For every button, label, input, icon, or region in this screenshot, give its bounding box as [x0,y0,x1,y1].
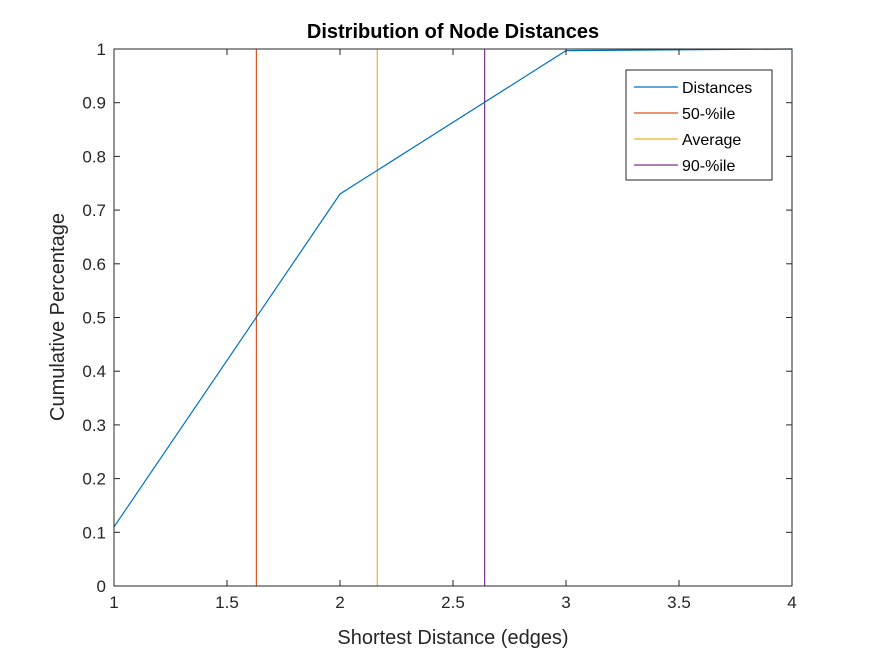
y-tick-label: 0.8 [82,147,106,166]
x-axis-ticks: 1 1.5 2 2.5 3 3.5 4 [109,49,797,612]
y-tick-label: 0 [97,577,106,596]
y-tick-label: 0.5 [82,309,106,328]
y-tick-label: 0.3 [82,416,106,435]
y-tick-label: 0.4 [82,362,106,381]
x-tick-label: 1.5 [215,593,239,612]
legend-label-3: Average [682,132,741,149]
y-tick-label: 0.9 [82,94,106,113]
x-tick-label: 3.5 [667,593,691,612]
legend-label-4: 90-%ile [682,158,735,175]
x-tick-label: 3 [561,593,570,612]
legend-label-2: 50-%ile [682,106,735,123]
y-axis-label: Cumulative Percentage [47,213,69,421]
y-tick-label: 0.6 [82,255,106,274]
y-axis-ticks: 0 0.1 0.2 0.3 0.4 0.5 0.6 0.7 0.8 0.9 1 [82,40,792,596]
y-tick-label: 0.7 [82,201,106,220]
x-tick-label: 2.5 [441,593,465,612]
legend-label-1: Distances [682,80,752,97]
y-tick-label: 1 [97,40,106,59]
chart-title: Distribution of Node Distances [307,21,599,43]
legend: Distances 50-%ile Average 90-%ile [625,69,773,181]
x-tick-label: 2 [335,593,344,612]
y-tick-label: 0.2 [82,470,106,489]
x-axis-label: Shortest Distance (edges) [337,627,568,649]
x-tick-label: 1 [109,593,118,612]
x-tick-label: 4 [787,593,796,612]
y-tick-label: 0.1 [82,523,106,542]
legend-box [625,69,773,181]
